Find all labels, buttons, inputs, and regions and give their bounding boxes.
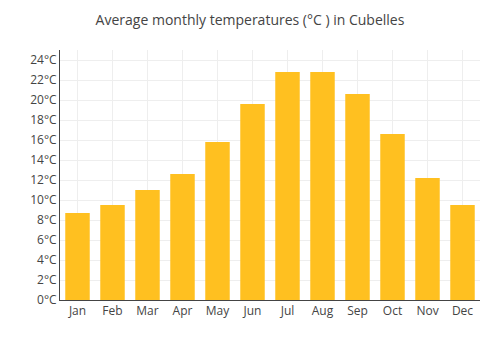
svg-text:Jun: Jun	[243, 302, 262, 319]
svg-text:4°C: 4°C	[37, 251, 57, 268]
svg-text:24°C: 24°C	[30, 51, 57, 68]
svg-text:10°C: 10°C	[30, 191, 57, 208]
svg-text:Sep: Sep	[347, 302, 368, 319]
svg-text:12°C: 12°C	[30, 171, 57, 188]
svg-text:Oct: Oct	[383, 302, 402, 319]
svg-text:8°C: 8°C	[37, 211, 57, 228]
svg-text:2°C: 2°C	[37, 271, 57, 288]
svg-text:16°C: 16°C	[30, 131, 57, 148]
svg-text:18°C: 18°C	[30, 111, 57, 128]
svg-text:0°C: 0°C	[37, 291, 57, 308]
svg-text:22°C: 22°C	[30, 71, 57, 88]
svg-text:14°C: 14°C	[30, 151, 57, 168]
svg-text:May: May	[206, 302, 230, 319]
svg-text:6°C: 6°C	[37, 231, 57, 248]
svg-text:Apr: Apr	[173, 302, 193, 319]
svg-text:Jul: Jul	[280, 302, 295, 319]
svg-text:Aug: Aug	[312, 302, 334, 319]
svg-text:Jan: Jan	[68, 302, 86, 319]
svg-text:Dec: Dec	[452, 302, 473, 319]
svg-text:Average monthly temperatures (: Average monthly temperatures (°C ) in Cu…	[96, 10, 405, 29]
svg-text:Nov: Nov	[416, 302, 438, 319]
svg-text:Feb: Feb	[102, 302, 122, 319]
svg-text:20°C: 20°C	[30, 91, 57, 108]
svg-text:Mar: Mar	[136, 302, 158, 319]
